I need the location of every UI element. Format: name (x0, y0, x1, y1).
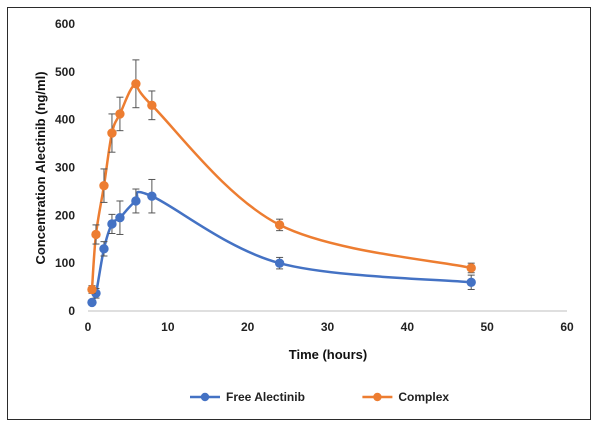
data-point (147, 191, 157, 201)
series-1 (87, 59, 476, 295)
y-tick-label: 500 (55, 65, 75, 79)
legend-marker (373, 392, 382, 402)
y-tick-label: 400 (55, 113, 75, 127)
data-point (131, 79, 141, 89)
data-point (274, 220, 285, 230)
data-point (87, 297, 97, 308)
data-point (107, 128, 117, 138)
data-point (99, 180, 109, 191)
series-0 (87, 178, 476, 308)
data-point (99, 244, 109, 254)
y-tick-label: 0 (68, 304, 75, 318)
y-tick-labels: 0 100 200 300 400 500 600 (55, 17, 75, 318)
legend-marker (200, 392, 210, 402)
y-tick-label: 200 (55, 208, 75, 222)
x-tick-label: 20 (241, 320, 255, 334)
x-tick-label: 40 (401, 320, 415, 334)
x-tick-label: 60 (560, 320, 574, 334)
data-point (466, 263, 476, 273)
x-tick-label: 0 (85, 320, 92, 334)
data-point (147, 100, 157, 111)
x-tick-label: 50 (480, 320, 494, 334)
legend: Free Alectinib Complex (190, 390, 449, 404)
x-tick-label: 10 (161, 320, 175, 334)
chart-frame (7, 7, 591, 420)
series-line (90, 81, 472, 290)
data-point (115, 213, 125, 223)
y-tick-label: 300 (55, 161, 75, 175)
x-tick-label: 30 (321, 320, 335, 334)
legend-label: Complex (398, 390, 449, 404)
data-point (91, 229, 101, 240)
series-line (90, 190, 472, 304)
data-point (466, 277, 476, 287)
data-point (115, 109, 125, 119)
plot-area (87, 59, 476, 308)
data-point (274, 258, 285, 268)
legend-item-0: Free Alectinib (190, 390, 305, 404)
data-point (107, 219, 117, 229)
data-point (131, 196, 141, 206)
x-axis-title: Time (hours) (289, 347, 368, 362)
x-tick-labels: 0 10 20 30 40 50 60 (85, 320, 574, 334)
legend-label: Free Alectinib (226, 390, 305, 404)
y-axis-title: Concentration Alectinib (ng/ml) (33, 71, 48, 264)
legend-item-1: Complex (362, 390, 449, 404)
data-point (87, 284, 97, 295)
y-tick-label: 600 (55, 17, 75, 31)
y-tick-label: 100 (55, 256, 75, 270)
